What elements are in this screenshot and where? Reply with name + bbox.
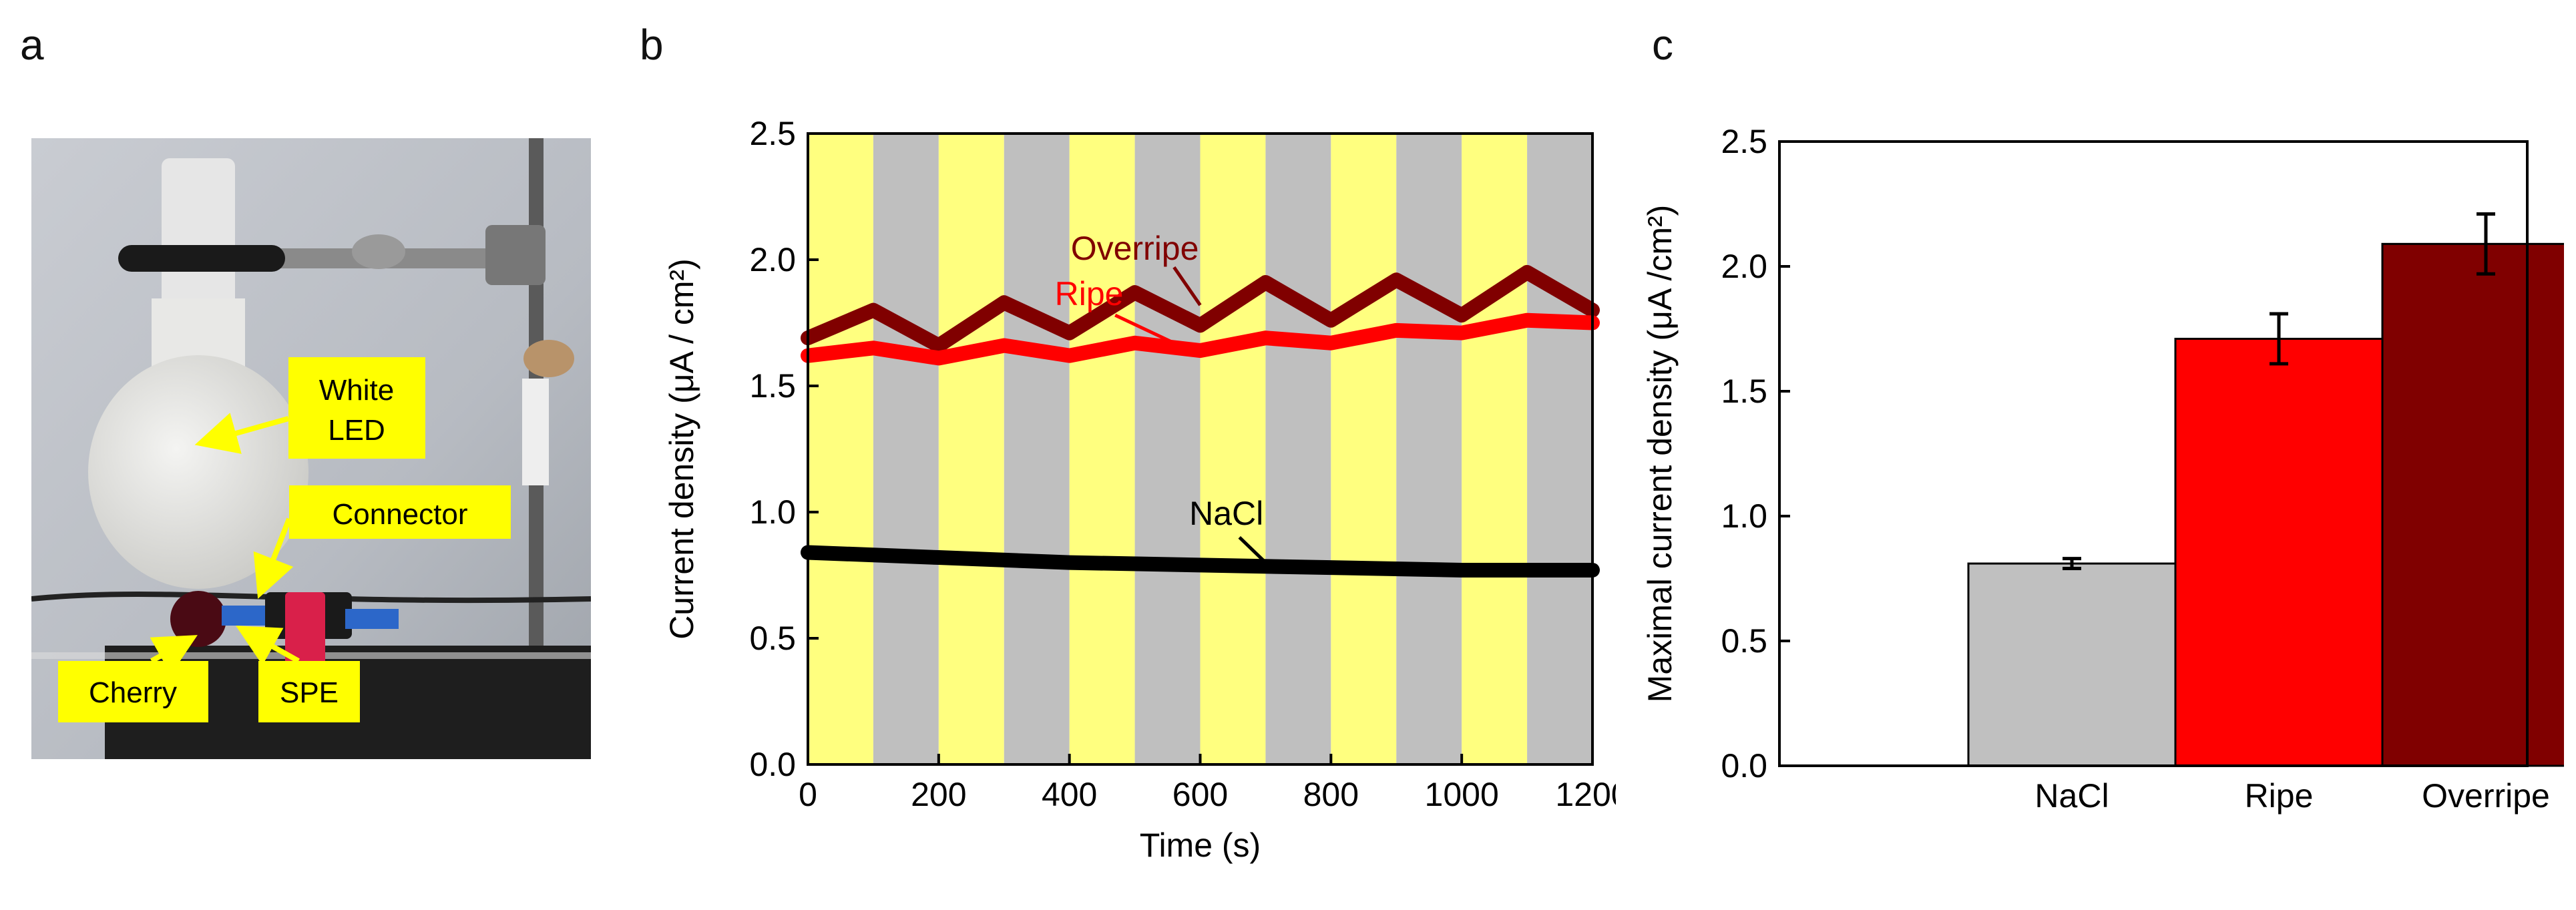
x-tick-label: 0 bbox=[799, 776, 817, 813]
label-box-spe bbox=[258, 661, 360, 722]
series-line-overripe bbox=[801, 264, 1600, 353]
annotation-overripe: Overripe bbox=[1071, 230, 1199, 267]
series-line-ripe bbox=[801, 312, 1600, 366]
category-label-ripe: Ripe bbox=[2245, 777, 2314, 815]
y-ticks: 0.0 0.5 1.0 1.5 2.0 2.5 bbox=[749, 115, 819, 783]
y-axis-label: Maximal current density (μA /cm²) bbox=[1641, 205, 1679, 703]
band-off-7 bbox=[1265, 134, 1331, 764]
x-tick-label: 600 bbox=[1172, 776, 1228, 813]
y-tick-label: 0.0 bbox=[749, 746, 796, 783]
setup-photo: White LED Connector Cherry SPE bbox=[31, 138, 591, 759]
black-clamp-ring bbox=[118, 245, 285, 272]
arrow-spe bbox=[236, 626, 300, 666]
label-box-white-led bbox=[288, 357, 425, 459]
label-cherry: Cherry bbox=[89, 676, 177, 709]
band-off-11 bbox=[1527, 134, 1592, 764]
arrow-connector bbox=[253, 517, 294, 599]
y-ticks: 0.0 0.5 1.0 1.5 2.0 2.5 bbox=[1721, 123, 1790, 784]
label-box-connector bbox=[289, 485, 511, 539]
band-off-5 bbox=[1134, 134, 1201, 764]
clamp-knob bbox=[352, 234, 405, 269]
arrow-white-led bbox=[194, 413, 290, 454]
x-tick-label: 1000 bbox=[1425, 776, 1499, 813]
y-tick-label: 0.5 bbox=[749, 620, 796, 657]
annotation-ripe: Ripe bbox=[1055, 275, 1124, 312]
band-off-9 bbox=[1396, 134, 1462, 764]
y-tick-label: 2.5 bbox=[1721, 123, 1767, 160]
arrow-overripe bbox=[1172, 266, 1202, 306]
clamp-block bbox=[485, 225, 546, 285]
bar-ripe bbox=[2174, 337, 2384, 767]
band-on-4 bbox=[1069, 134, 1135, 764]
label-connector: Connector bbox=[332, 498, 467, 531]
light-dark-bands bbox=[808, 134, 1592, 764]
bar-nacl bbox=[1967, 562, 2177, 767]
arrow-nacl bbox=[1238, 536, 1267, 564]
y-tick-label: 2.0 bbox=[1721, 248, 1767, 285]
connector-cable bbox=[345, 609, 399, 629]
cable bbox=[31, 591, 591, 604]
category-labels: NaCl Ripe Overripe bbox=[2034, 777, 2549, 815]
band-on-2 bbox=[938, 134, 1004, 764]
y-tick-label: 0.0 bbox=[1721, 747, 1767, 784]
annotations: Overripe Ripe NaCl bbox=[1055, 230, 1267, 564]
y-tick-label: 1.0 bbox=[749, 493, 796, 531]
y-tick-label: 0.5 bbox=[1721, 622, 1767, 660]
band-on-0 bbox=[808, 134, 873, 764]
y-tick-label: 2.0 bbox=[749, 241, 796, 278]
band-on-10 bbox=[1462, 134, 1528, 764]
band-on-6 bbox=[1200, 134, 1266, 764]
band-off-3 bbox=[1004, 134, 1070, 764]
x-tick-label: 200 bbox=[911, 776, 966, 813]
y-axis-label: Current density (μA / cm²) bbox=[663, 258, 700, 640]
label-spe: SPE bbox=[280, 676, 339, 709]
panel-label-a: a bbox=[20, 21, 44, 69]
led-bulb bbox=[88, 355, 308, 589]
label-white: White bbox=[319, 374, 394, 407]
x-tick-label: 800 bbox=[1303, 776, 1359, 813]
series-lines bbox=[801, 264, 1600, 578]
series-line-nacl bbox=[801, 545, 1600, 578]
chart-maximal-current: 0.0 0.5 1.0 1.5 2.0 2.5 NaCl Ripe Overripe Maxi… bbox=[1641, 123, 2564, 815]
band-on-8 bbox=[1331, 134, 1397, 764]
bars bbox=[1967, 242, 2564, 767]
label-led: LED bbox=[328, 414, 385, 447]
y-tick-label: 2.5 bbox=[749, 115, 796, 152]
category-label-overripe: Overripe bbox=[2422, 777, 2550, 815]
error-bars bbox=[2063, 212, 2495, 571]
annotation-nacl: NaCl bbox=[1189, 495, 1263, 532]
cherry bbox=[170, 591, 226, 647]
arrow-ripe bbox=[1114, 313, 1175, 345]
band-off-1 bbox=[873, 134, 939, 764]
y-tick-label: 1.5 bbox=[1721, 373, 1767, 410]
category-label-nacl: NaCl bbox=[2034, 777, 2109, 815]
rod-sleeve bbox=[522, 379, 549, 485]
wood-knob bbox=[523, 340, 574, 377]
panel-label-b: b bbox=[640, 21, 664, 69]
lamp-socket bbox=[162, 158, 235, 312]
x-tick-label: 400 bbox=[1042, 776, 1097, 813]
bar-overripe bbox=[2381, 242, 2564, 767]
arrow-cherry bbox=[150, 635, 198, 675]
panel-label-c: c bbox=[1652, 21, 1673, 69]
x-axis-label: Time (s) bbox=[1140, 827, 1261, 864]
connector-tape bbox=[285, 592, 325, 666]
y-tick-label: 1.0 bbox=[1721, 497, 1767, 535]
plot-frame bbox=[1778, 140, 2529, 767]
y-tick-label: 1.5 bbox=[749, 367, 796, 405]
